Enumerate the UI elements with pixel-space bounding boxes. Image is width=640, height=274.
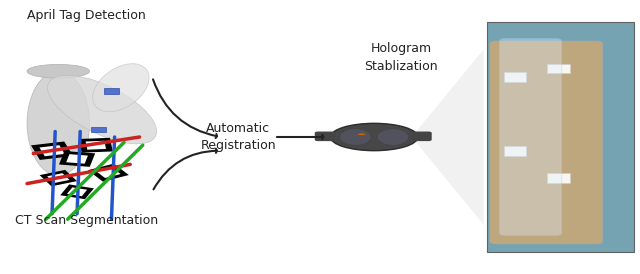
Text: CT Scan Segmentation: CT Scan Segmentation [15,214,158,227]
Polygon shape [86,141,106,150]
Polygon shape [412,49,484,225]
Polygon shape [66,154,88,164]
Text: Automatic
Registration: Automatic Registration [200,121,276,153]
Polygon shape [96,167,121,178]
FancyBboxPatch shape [412,132,432,141]
Ellipse shape [47,75,157,144]
Polygon shape [47,173,70,183]
Ellipse shape [340,129,371,145]
Ellipse shape [27,71,90,175]
Ellipse shape [378,129,408,145]
Polygon shape [40,145,65,156]
Polygon shape [67,187,87,196]
Bar [504,146,526,156]
Polygon shape [59,151,95,167]
Ellipse shape [330,123,418,151]
Ellipse shape [93,64,149,112]
Text: April Tag Detection: April Tag Detection [27,8,146,22]
Bar [547,173,570,183]
Polygon shape [79,138,113,153]
Ellipse shape [27,64,90,78]
Bar [104,88,119,94]
FancyBboxPatch shape [490,41,602,244]
FancyBboxPatch shape [499,38,562,236]
Polygon shape [31,141,73,160]
Text: Hologram
Stablization: Hologram Stablization [364,42,438,73]
Bar [504,72,526,82]
FancyBboxPatch shape [487,22,634,252]
FancyBboxPatch shape [315,132,335,141]
Bar [547,64,570,73]
Polygon shape [60,184,94,199]
Ellipse shape [358,133,365,135]
Polygon shape [40,170,77,186]
Bar [92,127,106,132]
Polygon shape [88,164,129,182]
